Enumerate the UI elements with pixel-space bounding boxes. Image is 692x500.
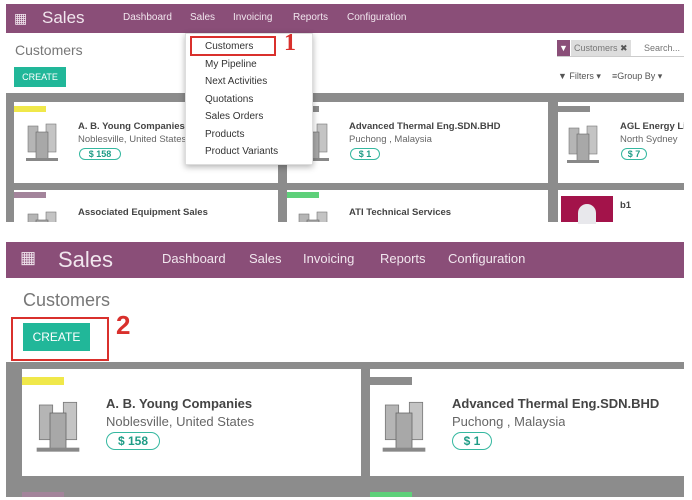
menu-reports[interactable]: Reports — [293, 12, 329, 23]
menu-dashboard[interactable]: Dashboard — [162, 251, 226, 266]
remove-facet-icon[interactable]: ✖ — [620, 43, 628, 53]
amount-badge: $ 158 — [106, 432, 160, 450]
color-tag — [370, 377, 412, 385]
menu-item-customers[interactable]: Customers — [205, 41, 254, 52]
company-icon — [566, 125, 600, 164]
amount-badge: $ 1 — [452, 432, 492, 450]
menu-item-products[interactable]: Products — [205, 129, 245, 140]
amount-badge: $ 1 — [350, 148, 380, 160]
customer-card[interactable]: Associated Equipment Sales — [14, 190, 278, 222]
customer-name: b1 — [620, 200, 632, 211]
customer-location: Puchong , Malaysia — [349, 134, 432, 145]
customer-name: Advanced Thermal Eng.SDN.BHD — [349, 121, 501, 132]
customer-name: A. B. Young Companies — [78, 121, 185, 132]
menu-reports[interactable]: Reports — [380, 251, 426, 266]
company-icon — [381, 401, 427, 453]
color-tag — [370, 492, 412, 497]
search-input[interactable] — [644, 40, 684, 56]
customer-name: ATI Technical Services — [349, 207, 452, 218]
step-number-1: 1 — [284, 30, 296, 56]
company-icon — [25, 211, 59, 222]
customer-name: AGL Energy Limited — [620, 121, 684, 132]
customer-location: North Sydney — [620, 134, 678, 145]
filters-button[interactable]: ▼ Filters ▾ — [558, 71, 601, 81]
filter-icon: ▼ — [557, 40, 570, 56]
customer-card[interactable]: Advanced Thermal Eng.SDN.BHD Puchong , M… — [370, 369, 684, 476]
customer-location: Noblesville, United States — [78, 134, 187, 145]
company-icon — [36, 401, 80, 453]
menu-item-next-activities[interactable]: Next Activities — [205, 76, 268, 87]
menu-configuration[interactable]: Configuration — [448, 251, 526, 266]
color-tag — [287, 192, 319, 198]
apps-grid-icon[interactable]: ▦ — [20, 248, 37, 267]
color-tag — [14, 106, 46, 112]
menu-item-quotations[interactable]: Quotations — [205, 94, 254, 105]
company-icon — [296, 211, 330, 222]
company-icon — [25, 123, 59, 162]
menu-dashboard[interactable]: Dashboard — [123, 12, 172, 23]
search-facet: Customers ✖ — [571, 40, 631, 56]
color-tag — [22, 492, 64, 497]
bottom-navbar: ▦ Sales Dashboard Sales Invoicing Report… — [6, 242, 684, 278]
color-tag — [558, 106, 590, 112]
color-tag — [22, 377, 64, 385]
page-title: Customers — [23, 290, 111, 310]
menu-item-sales-orders[interactable]: Sales Orders — [205, 111, 264, 122]
highlight-box-customers — [190, 36, 276, 56]
customer-card[interactable]: AGL Energy Limited North Sydney $ 7 — [558, 102, 684, 183]
menu-invoicing[interactable]: Invoicing — [233, 12, 273, 23]
highlight-box-create — [11, 317, 109, 361]
customer-avatar — [561, 196, 613, 224]
app-title: Sales — [42, 8, 85, 27]
menu-sales[interactable]: Sales — [249, 251, 282, 266]
customer-card[interactable]: b1 — [558, 190, 684, 224]
amount-badge: $ 7 — [621, 148, 647, 160]
app-title: Sales — [58, 247, 114, 272]
customer-name: Advanced Thermal Eng.SDN.BHD — [452, 396, 660, 411]
step-number-2: 2 — [116, 310, 131, 340]
customer-location: Noblesville, United States — [106, 414, 255, 429]
apps-grid-icon[interactable]: ▦ — [14, 10, 28, 26]
menu-sales[interactable]: Sales — [190, 12, 216, 23]
top-navbar: ▦ Sales Dashboard Sales Invoicing Report… — [6, 4, 684, 33]
customer-card[interactable]: Advanced Thermal Eng.SDN.BHD Puchong , M… — [287, 102, 548, 183]
customer-name: Associated Equipment Sales — [78, 207, 208, 218]
create-button[interactable]: CREATE — [14, 67, 66, 87]
create-button[interactable]: CREATE — [23, 323, 90, 351]
menu-item-product-variants[interactable]: Product Variants — [205, 146, 279, 157]
group-by-button[interactable]: ≡Group By ▾ — [612, 71, 663, 81]
customer-card[interactable]: ATI Technical Services — [287, 190, 548, 222]
menu-item-my-pipeline[interactable]: My Pipeline — [205, 59, 257, 70]
menu-configuration[interactable]: Configuration — [347, 12, 407, 23]
page-title: Customers — [15, 42, 83, 58]
customer-name: A. B. Young Companies — [106, 396, 253, 411]
customer-location: Puchong , Malaysia — [452, 414, 566, 429]
menu-invoicing[interactable]: Invoicing — [303, 251, 355, 266]
color-tag — [14, 192, 46, 198]
amount-badge: $ 158 — [79, 148, 121, 160]
customer-card[interactable]: A. B. Young Companies Noblesville, Unite… — [22, 369, 361, 476]
search-box[interactable]: ▼ Customers ✖ — [557, 40, 684, 57]
